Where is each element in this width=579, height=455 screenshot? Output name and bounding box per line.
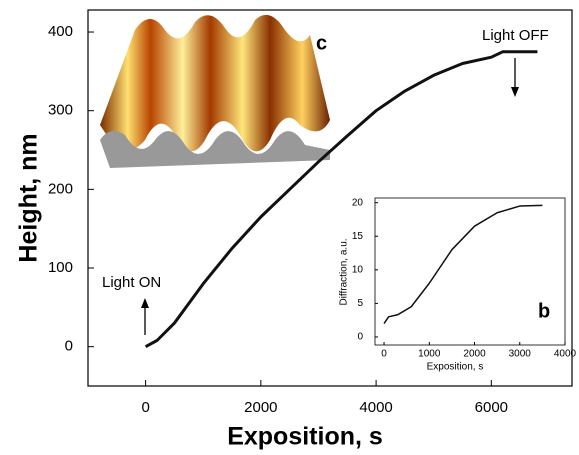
y-tick-label: 0 [65, 338, 73, 355]
annotation: b [538, 300, 550, 322]
x-tick-label: 0 [381, 349, 387, 360]
y-tick-label: 400 [48, 23, 73, 40]
annotation: Light OFF [482, 27, 549, 44]
data-line [384, 205, 542, 323]
x-tick-label: 3000 [509, 349, 532, 360]
x-tick-label: 0 [141, 399, 149, 416]
y-tick-label: 300 [48, 102, 73, 119]
annotation: c [316, 32, 327, 54]
plot-frame [375, 198, 565, 345]
arrow-head [511, 87, 519, 97]
surface-image [100, 15, 330, 168]
x-tick-label: 2000 [244, 399, 277, 416]
x-axis-title: Exposition, s [227, 423, 383, 451]
annotation: Light ON [102, 274, 161, 291]
arrow-head [141, 298, 149, 308]
chart: Light ON Light OFF c b 02000400060000100… [0, 0, 579, 455]
x-tick-label: 2000 [463, 349, 486, 360]
y-tick-label: 0 [357, 332, 363, 343]
y-axis-title: Height, nm [15, 133, 43, 262]
x-tick-label: 6000 [475, 399, 508, 416]
y-tick-label: 5 [357, 298, 363, 309]
y-axis-title: Diffraction, a.u. [339, 238, 350, 305]
y-tick-label: 200 [48, 180, 73, 197]
y-tick-label: 15 [352, 231, 364, 242]
x-tick-label: 1000 [418, 349, 441, 360]
y-tick-label: 100 [48, 259, 73, 276]
y-tick-label: 20 [352, 197, 364, 208]
x-axis-title: Exposition, s [427, 362, 484, 373]
y-tick-label: 10 [352, 264, 364, 275]
x-tick-label: 4000 [554, 349, 577, 360]
x-tick-label: 4000 [359, 399, 392, 416]
